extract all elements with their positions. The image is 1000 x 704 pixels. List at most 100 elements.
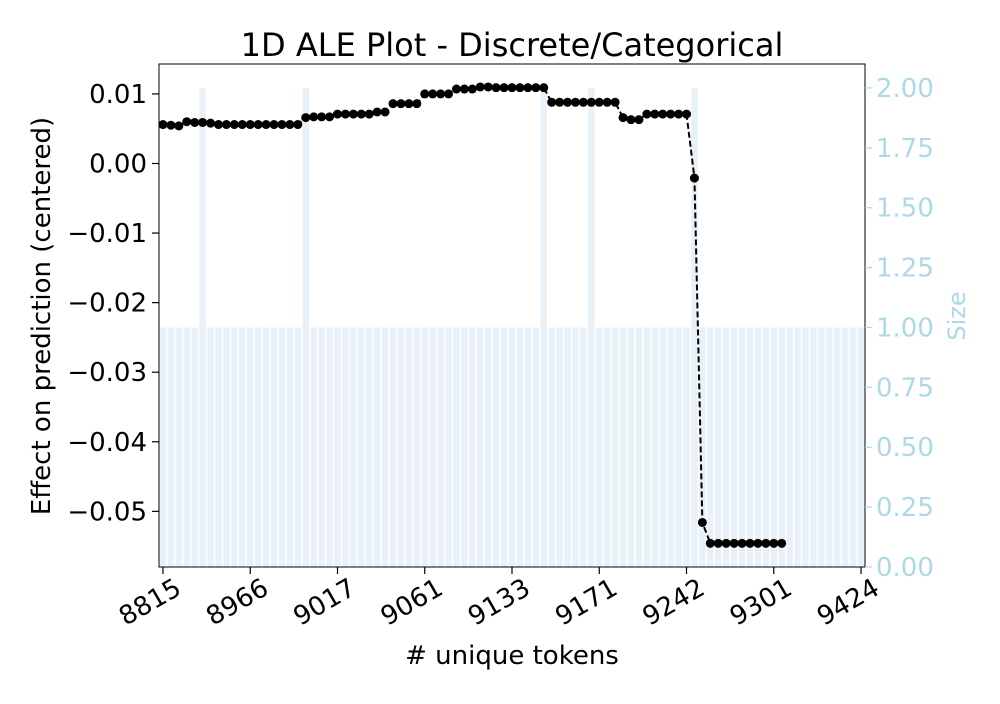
- ale-point: [555, 97, 565, 107]
- size-bar: [746, 327, 754, 567]
- ale-point: [642, 109, 652, 119]
- size-bar: [342, 327, 349, 567]
- y-tick-label: 0.00: [89, 149, 147, 179]
- y-tick-label: −0.05: [67, 497, 147, 527]
- size-bar: [826, 327, 833, 567]
- ale-point: [547, 97, 557, 107]
- size-bar: [738, 327, 746, 567]
- ale-point: [277, 120, 287, 130]
- size-bar: [429, 327, 436, 567]
- x-axis-label: # unique tokens: [405, 641, 619, 671]
- ale-point: [237, 120, 247, 130]
- y2-tick-label: 0.50: [876, 433, 934, 463]
- size-bar: [262, 327, 270, 567]
- ale-point: [190, 117, 200, 127]
- ale-point: [309, 112, 319, 122]
- y2-tick-label: 1.25: [876, 254, 934, 284]
- size-bar: [596, 327, 603, 567]
- y2-tick-label: 2.00: [876, 74, 934, 104]
- ale-point: [221, 120, 231, 130]
- ale-point: [404, 99, 414, 109]
- size-bar: [540, 87, 547, 567]
- x-tick-label: 9017: [289, 573, 361, 632]
- ale-point: [325, 112, 335, 122]
- size-bar: [492, 327, 500, 567]
- size-bar: [207, 327, 214, 567]
- size-bar: [437, 327, 444, 567]
- ale-point: [166, 120, 176, 130]
- size-bar: [643, 327, 651, 567]
- size-bar: [707, 327, 714, 567]
- ale-point: [658, 109, 668, 119]
- ale-point: [666, 109, 676, 119]
- size-bar: [310, 327, 317, 567]
- x-tick-label: 9171: [550, 573, 622, 632]
- size-bar: [580, 327, 587, 567]
- ale-point: [388, 99, 398, 109]
- ale-point: [317, 112, 327, 122]
- size-bar: [548, 327, 555, 567]
- size-bar: [810, 327, 817, 567]
- y-tick-label: 0.01: [89, 80, 147, 110]
- size-bar: [223, 327, 230, 567]
- size-bar: [215, 327, 222, 567]
- right-y-axis: 2.00 1.75 1.50 1.25 1.00 0.75 0.50 0.25 0.00: [865, 74, 934, 583]
- ale-point: [689, 173, 699, 183]
- ale-point: [356, 109, 366, 119]
- y2-tick-label: 0.25: [876, 493, 934, 523]
- size-bar: [508, 327, 516, 567]
- size-bar: [842, 327, 849, 567]
- x-axis: 8815 8966 9017 9061 9133 9171 9242 9301 9424: [114, 567, 885, 632]
- x-tick-label: 9301: [725, 573, 797, 632]
- ale-point: [682, 109, 692, 119]
- ale-point: [174, 121, 184, 131]
- x-tick-label: 9424: [812, 573, 884, 632]
- ale-point: [213, 120, 223, 130]
- ale-point: [761, 538, 771, 548]
- x-tick-label: 9242: [638, 573, 710, 632]
- y2-tick-label: 1.00: [876, 313, 934, 343]
- ale-point: [777, 538, 787, 548]
- size-bar: [389, 327, 397, 567]
- y-tick-label: −0.04: [67, 428, 147, 458]
- size-bar: [794, 327, 801, 567]
- ale-point: [269, 120, 279, 130]
- size-bar: [723, 327, 730, 567]
- ale-point: [261, 120, 271, 130]
- ale-point: [674, 109, 684, 119]
- size-bar: [683, 327, 690, 567]
- ale-point: [515, 83, 525, 93]
- size-bar: [659, 327, 666, 567]
- size-bar: [334, 327, 341, 567]
- size-bar: [572, 327, 579, 567]
- size-bar: [635, 327, 643, 567]
- y-tick-label: −0.03: [67, 358, 147, 388]
- size-bar: [651, 327, 658, 567]
- ale-point: [229, 120, 239, 130]
- size-bar: [278, 327, 286, 567]
- size-bar: [381, 327, 389, 567]
- size-bar: [231, 327, 238, 567]
- ale-point: [586, 97, 596, 107]
- ale-point: [332, 109, 342, 119]
- ale-point: [745, 538, 755, 548]
- y2-tick-label: 1.75: [876, 134, 934, 164]
- size-bar: [588, 87, 595, 567]
- ale-point: [158, 120, 168, 130]
- y-tick-label: −0.02: [67, 289, 147, 319]
- size-bar: [532, 327, 539, 567]
- ale-point: [451, 84, 461, 94]
- size-bar: [818, 327, 825, 567]
- ale-point: [412, 99, 422, 109]
- size-bar: [611, 327, 619, 567]
- ale-point: [523, 83, 533, 93]
- size-bar: [191, 327, 198, 567]
- ale-point: [610, 97, 620, 107]
- size-bar: [477, 327, 484, 567]
- size-bar: [421, 327, 428, 567]
- ale-point: [444, 89, 454, 99]
- ale-point: [769, 538, 779, 548]
- ale-point: [420, 89, 430, 99]
